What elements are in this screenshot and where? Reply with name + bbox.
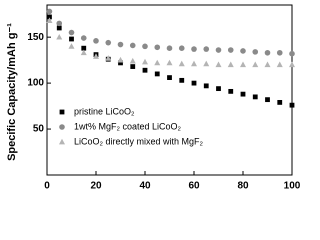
marker	[154, 71, 160, 77]
marker	[264, 61, 271, 68]
marker	[129, 42, 136, 49]
x-tick-label: 20	[90, 181, 102, 192]
marker	[68, 43, 75, 49]
marker	[56, 20, 63, 27]
legend-label: pristine LiCoO₂	[74, 106, 135, 116]
marker	[227, 61, 234, 68]
marker	[129, 57, 136, 64]
chart: Specific Capacity/mAh g⁻¹ 50 100 150 0 20 40 6…	[6, 4, 300, 192]
marker	[264, 49, 271, 56]
marker	[46, 17, 53, 24]
marker	[240, 48, 246, 54]
x-tick-label: 60	[188, 181, 200, 192]
marker	[166, 59, 173, 66]
marker	[142, 58, 148, 65]
marker	[56, 33, 63, 40]
marker	[228, 88, 234, 94]
marker	[178, 45, 185, 51]
marker	[59, 124, 65, 130]
plot-frame	[46, 4, 293, 176]
marker	[265, 97, 270, 103]
legend-label: 1wt% MgF₂ coated LiCoO₂	[74, 121, 182, 131]
marker	[46, 8, 53, 15]
marker	[80, 35, 87, 41]
marker	[47, 14, 52, 20]
marker	[203, 83, 209, 89]
marker	[105, 39, 112, 46]
marker	[216, 86, 221, 92]
marker	[240, 61, 246, 68]
marker	[289, 50, 295, 57]
marker	[215, 47, 222, 53]
marker	[203, 46, 210, 52]
marker	[252, 49, 259, 55]
marker	[289, 102, 295, 108]
x-tick-label: 40	[139, 181, 151, 192]
x-tick-label: 100	[284, 181, 300, 192]
marker	[56, 25, 62, 31]
marker	[105, 55, 112, 61]
marker	[166, 45, 173, 51]
marker	[178, 60, 185, 67]
marker	[227, 47, 234, 53]
marker	[179, 77, 185, 83]
marker	[142, 43, 148, 50]
marker	[69, 36, 74, 42]
page: Specific Capacity/mAh g⁻¹ 50 100 150 0 20 40 6…	[5, 4, 300, 192]
marker	[93, 38, 99, 44]
marker	[59, 138, 65, 145]
marker	[80, 49, 87, 56]
marker	[240, 91, 246, 97]
marker	[191, 60, 197, 67]
y-axis-label: Specific Capacity/mAh g⁻¹	[6, 23, 18, 161]
marker	[130, 64, 136, 69]
marker	[203, 60, 210, 67]
marker	[289, 61, 295, 68]
legend-label: LiCoO₂ directly mixed with MgF₂	[74, 136, 204, 146]
marker	[277, 100, 283, 105]
marker	[93, 53, 99, 59]
marker	[191, 80, 197, 86]
marker	[142, 67, 148, 73]
marker	[118, 60, 123, 66]
marker	[276, 61, 283, 68]
marker	[215, 61, 222, 68]
marker	[191, 46, 197, 52]
x-tick-label: 80	[237, 181, 249, 192]
marker	[154, 44, 161, 51]
marker	[276, 49, 283, 56]
x-tick-label: 0	[44, 181, 50, 192]
marker	[167, 75, 172, 80]
y-tick-label: 50	[33, 124, 45, 135]
marker	[117, 41, 124, 48]
marker	[81, 45, 87, 51]
marker	[154, 59, 161, 66]
marker	[59, 109, 65, 115]
marker	[252, 61, 259, 68]
marker	[68, 29, 75, 36]
marker	[117, 56, 124, 63]
marker	[252, 94, 258, 100]
y-tick-label: 150	[27, 32, 44, 43]
y-tick-label: 100	[27, 78, 44, 89]
